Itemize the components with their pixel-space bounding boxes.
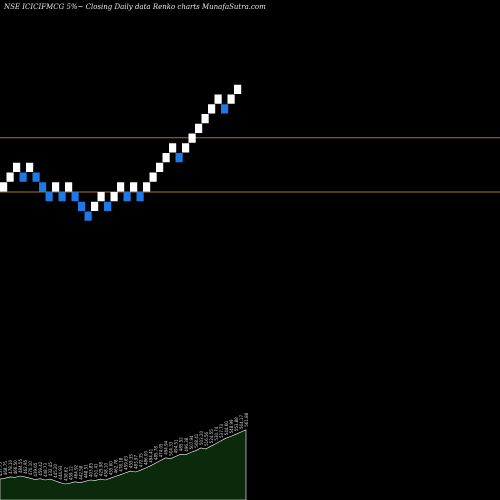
- price-label: 451.41: [93, 463, 98, 477]
- price-label: 478.10: [8, 459, 13, 473]
- renko-brick-down: [78, 201, 86, 212]
- price-label: 448.51: [83, 464, 88, 478]
- price-label: 462.95: [23, 459, 28, 473]
- renko-brick-down: [136, 192, 144, 202]
- renko-brick-down: [58, 192, 66, 202]
- price-label: 494.41: [149, 448, 154, 462]
- price-label: 494.94: [164, 440, 169, 454]
- renko-brick-up: [214, 94, 222, 104]
- renko-brick-up: [182, 143, 190, 153]
- renko-brick-up: [97, 192, 105, 202]
- price-label: 438.62: [63, 467, 68, 481]
- price-label: 459.83: [124, 455, 129, 469]
- renko-brick-down: [123, 192, 131, 202]
- renko-brick-up: [227, 94, 235, 104]
- price-label: 485.52: [179, 437, 184, 451]
- price-label: 459.12: [68, 466, 73, 480]
- price-label: 466.50: [13, 460, 18, 474]
- price-label: 486.00: [144, 451, 149, 465]
- price-label: 496.38: [184, 437, 189, 451]
- renko-brick-up: [52, 182, 60, 192]
- renko-brick-down: [104, 201, 112, 212]
- renko-brick-up: [156, 162, 164, 173]
- price-label: 484.55: [18, 459, 23, 473]
- renko-brick-down: [45, 192, 53, 202]
- renko-brick-down: [32, 172, 40, 182]
- price-label: 458.10: [103, 463, 108, 477]
- price-label: 548.99: [229, 419, 234, 433]
- price-label: 537.73: [219, 423, 224, 437]
- price-label: 459.42: [38, 461, 43, 475]
- price-label: 470.10: [28, 461, 33, 475]
- renko-brick-up: [110, 192, 118, 202]
- price-label: 425.98: [98, 462, 103, 476]
- price-label: 439.65: [33, 462, 38, 476]
- renko-brick-down: [221, 104, 229, 114]
- price-label: 485.78: [154, 446, 159, 460]
- price-label: 544.60: [224, 421, 229, 435]
- renko-brick-down: [39, 182, 47, 192]
- renko-brick-up: [130, 182, 138, 192]
- price-label: 444.93: [58, 465, 63, 479]
- price-label: 403.85: [88, 463, 93, 477]
- price-label: 530.74: [214, 426, 219, 440]
- price-label: 457.75: [0, 462, 3, 476]
- price-label: 472.35: [139, 453, 144, 467]
- price-label: 503.20: [199, 431, 204, 445]
- price-label: 448.73: [43, 463, 48, 477]
- price-label: 445.20: [53, 463, 58, 477]
- price-label: 455.35: [129, 454, 134, 468]
- price-label: 516.56: [204, 431, 209, 445]
- renko-brick-up: [0, 182, 8, 192]
- renko-brick-down: [71, 192, 79, 202]
- price-label: 504.33: [169, 441, 174, 455]
- renko-brick-up: [188, 133, 196, 143]
- price-label: 468.75: [3, 461, 8, 475]
- renko-brick-up: [195, 123, 203, 134]
- price-label: 524.55: [209, 429, 214, 443]
- renko-brick-up: [234, 84, 242, 95]
- renko-brick-up: [65, 182, 73, 192]
- renko-brick-up: [6, 172, 14, 182]
- price-label: 474.05: [159, 443, 164, 457]
- renko-brick-down: [84, 211, 92, 221]
- renko-brick-down: [19, 172, 27, 182]
- renko-brick-up: [13, 162, 21, 173]
- price-label: 507.94: [189, 435, 194, 449]
- price-label: 494.51: [174, 439, 179, 453]
- price-label: 462.78: [114, 459, 119, 473]
- price-label: 432.45: [48, 462, 53, 476]
- renko-brick-down: [175, 153, 183, 163]
- renko-brick-up: [169, 143, 177, 153]
- renko-brick-up: [162, 153, 170, 163]
- price-label: 455.60: [108, 461, 113, 475]
- renko-brick-up: [149, 172, 157, 182]
- price-label: 561.88: [244, 412, 249, 426]
- renko-brick-up: [208, 104, 216, 114]
- price-label: 464.92: [73, 464, 78, 478]
- renko-brick-up: [143, 182, 151, 192]
- price-area: [0, 429, 247, 500]
- price-label: 564.17: [239, 415, 244, 429]
- price-label: 442.58: [78, 465, 83, 479]
- price-label: 553.88: [234, 417, 239, 431]
- chart-title: NSE ICICIFMCG 5%~ Closing Daily data Ren…: [4, 3, 266, 11]
- renko-brick-up: [91, 201, 99, 212]
- renko-brick-up: [26, 162, 34, 173]
- price-label: 478.18: [119, 457, 124, 471]
- price-label: 483.97: [134, 455, 139, 469]
- price-label: 508.41: [194, 433, 199, 447]
- renko-brick-up: [117, 182, 125, 192]
- renko-brick-up: [201, 114, 209, 124]
